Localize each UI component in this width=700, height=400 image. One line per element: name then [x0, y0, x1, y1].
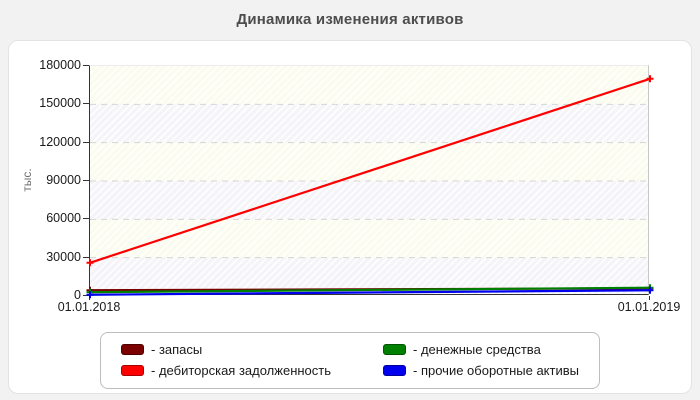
x-tick-mark [649, 296, 650, 300]
y-tick-mark [83, 295, 89, 296]
y-tick-mark [83, 257, 89, 258]
series-line-denezhnye-sredstva [89, 286, 651, 294]
data-point-marker-prochie-oborotnye-aktivy [646, 286, 654, 294]
chart-panel: тыс. 0 30000 60000 90000 120000 150000 180000 … [8, 40, 692, 394]
series-line-debitorskaya-zadolzhennost [89, 77, 651, 264]
chart-title: Динамика изменения активов [236, 11, 464, 28]
y-tick-label: 150000 [39, 96, 81, 111]
y-tick-mark [83, 142, 89, 143]
legend-swatch-icon [383, 365, 407, 376]
y-tick-label: 30000 [46, 249, 81, 264]
y-tick-label: 90000 [46, 173, 81, 187]
data-point-marker-prochie-oborotnye-aktivy [86, 291, 94, 299]
legend-swatch-icon [383, 344, 407, 355]
legend-item-denezhnye-sredstva: - денежные средства [383, 342, 579, 357]
x-tick-label: 01.01.2018 [57, 300, 121, 314]
legend-swatch-icon [121, 344, 145, 355]
x-tick-label: 01.01.2019 [617, 300, 681, 314]
y-tick-label: 60000 [46, 211, 81, 226]
legend-item-zapasy: - запасы [121, 342, 331, 357]
series-line-prochie-oborotnye-aktivy [89, 289, 651, 296]
legend-label: - дебиторская задолженность [151, 363, 332, 378]
y-tick-mark [83, 218, 89, 219]
legend-item-debitorskaya-zadolzhennost: - дебиторская задолженность [121, 363, 331, 378]
y-tick-label: 120000 [39, 134, 81, 149]
legend-box: - запасы - дебиторская задолженность - ден… [100, 332, 600, 389]
y-tick-label: 180000 [39, 58, 81, 72]
legend-label: - запасы [151, 342, 203, 357]
data-point-marker-debitorskaya-zadolzhennost [86, 259, 94, 267]
data-point-marker-debitorskaya-zadolzhennost [646, 75, 654, 83]
y-tick-mark [83, 180, 89, 181]
legend-item-prochie-oborotnye-aktivy: - прочие оборотные активы [383, 363, 579, 378]
y-tick-mark [83, 65, 89, 66]
plot-area [86, 65, 654, 299]
legend-label: - денежные средства [413, 342, 541, 357]
legend-label: - прочие оборотные активы [413, 363, 579, 378]
y-tick-label: 0 [74, 288, 81, 302]
chart-canvas [86, 75, 654, 299]
legend-swatch-icon [121, 365, 145, 376]
y-tick-mark [83, 103, 89, 104]
